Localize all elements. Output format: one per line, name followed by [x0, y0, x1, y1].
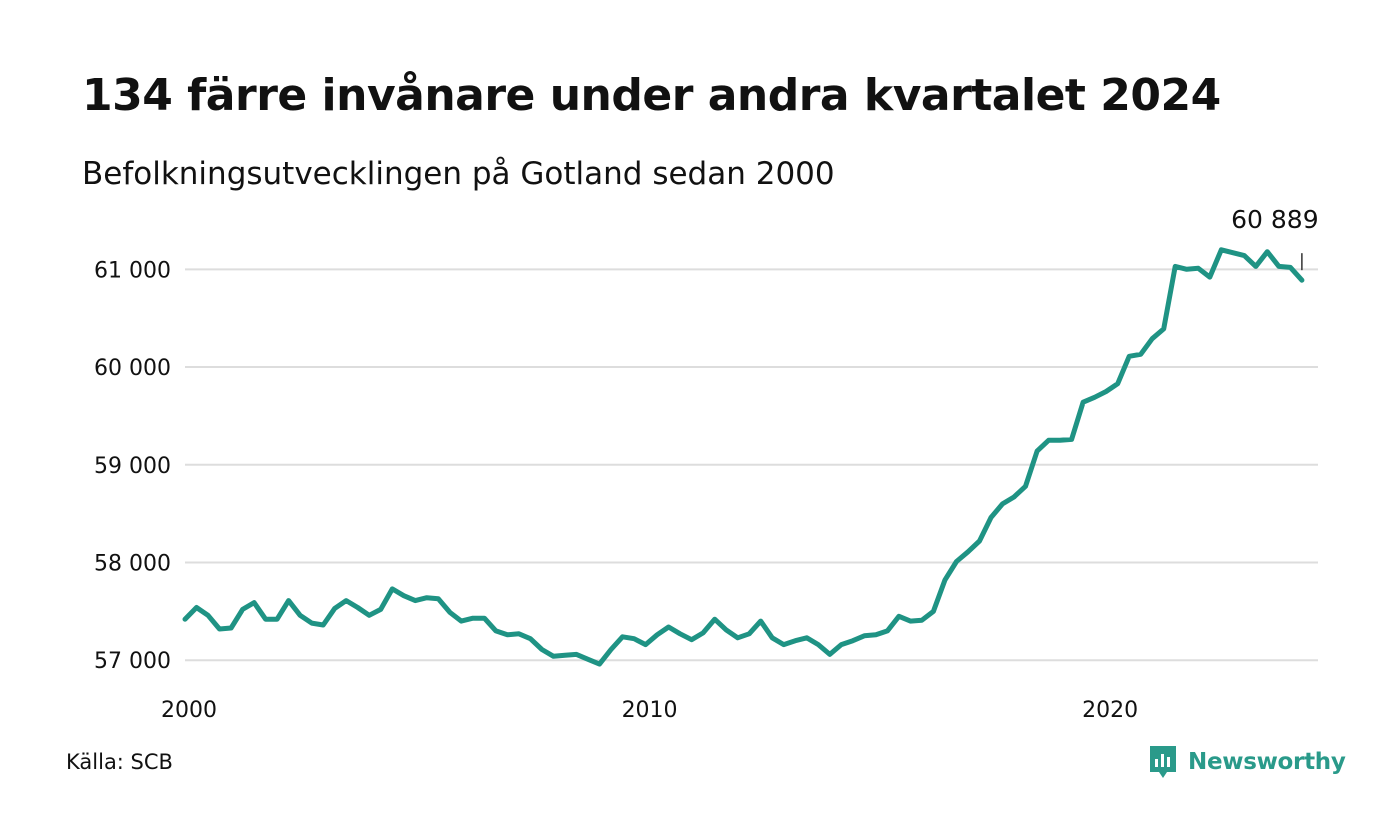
grid-lines: [185, 268, 1318, 662]
x-tick-label: 2000: [161, 698, 217, 723]
y-tick-label: 58 000: [94, 552, 171, 577]
chart-title: 134 färre invånare under andra kvartalet…: [82, 70, 1221, 121]
x-axis: 2000 2010 2020: [161, 698, 1138, 723]
series-line-0: [182, 247, 1305, 667]
y-tick-label: 61 000: [94, 258, 171, 283]
x-tick-label: 2020: [1082, 698, 1138, 723]
source-note: Källa: SCB: [66, 750, 173, 774]
end-value-label: 60 889: [1231, 205, 1318, 234]
series-lines: [182, 247, 1305, 667]
newsworthy-logo-icon: [1150, 746, 1176, 778]
y-tick-label: 59 000: [94, 454, 171, 479]
y-tick-label: 60 000: [94, 356, 171, 381]
y-tick-label: 57 000: [94, 649, 171, 674]
y-axis: 57 000 58 000 59 000 60 000 61 000: [94, 258, 171, 674]
end-annotation: 60 889: [1231, 205, 1319, 271]
brand-name: Newsworthy: [1188, 749, 1346, 775]
brand[interactable]: Newsworthy: [1148, 744, 1346, 780]
chart-subtitle: Befolkningsutvecklingen på Gotland sedan…: [82, 156, 835, 192]
x-tick-label: 2010: [622, 698, 678, 723]
